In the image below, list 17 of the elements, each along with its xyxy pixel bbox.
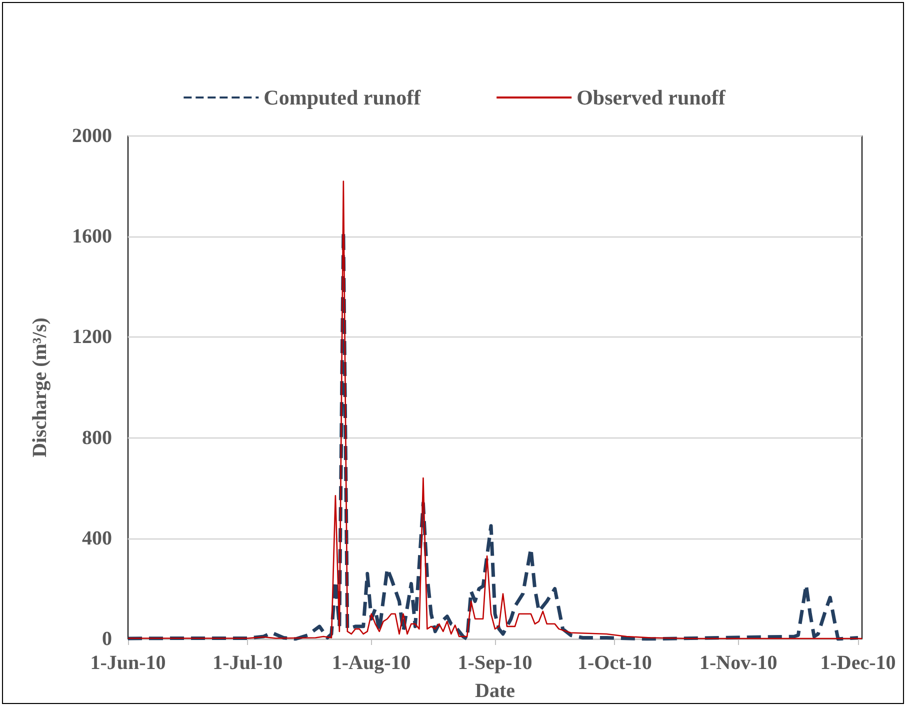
y-tick-label: 1600: [72, 226, 112, 248]
y-tick-label: 2000: [72, 125, 112, 147]
y-axis-title: Discharge (m³/s): [29, 318, 51, 458]
y-tick-label: 400: [82, 527, 112, 550]
x-tick-label: 1-Nov-10: [699, 652, 778, 674]
x-tick-label: 1-Jul-10: [212, 652, 283, 674]
legend-label: Observed runoff: [576, 86, 726, 110]
legend-label: Computed runoff: [264, 86, 422, 110]
y-tick-label: 0: [102, 628, 112, 650]
x-tick-label: 1-Jun-10: [90, 652, 166, 674]
y-tick-label: 800: [82, 426, 112, 449]
x-tick-label: 1-Sep-10: [458, 652, 532, 674]
x-tick-label: 1-Oct-10: [577, 652, 652, 674]
x-tick-label: 1-Aug-10: [332, 652, 411, 674]
y-tick-label: 1200: [72, 326, 112, 348]
x-tick-label: 1-Dec-10: [820, 652, 896, 674]
x-axis-title: Date: [475, 680, 516, 702]
